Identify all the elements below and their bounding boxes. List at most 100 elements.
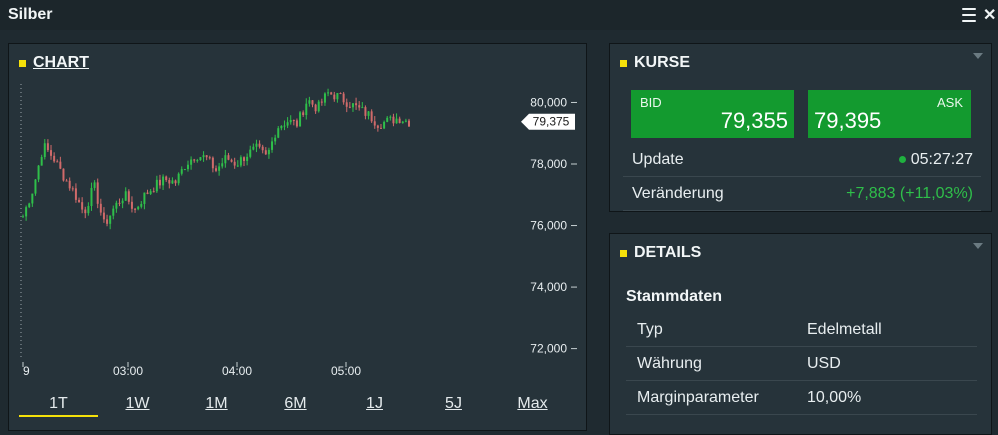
candle-body: [121, 200, 124, 204]
candle-body: [258, 143, 261, 147]
hamburger-menu-icon[interactable]: [962, 8, 976, 22]
candle-body: [348, 106, 351, 108]
candle-body: [233, 161, 236, 166]
timeframe-1m[interactable]: 1M: [205, 395, 228, 412]
candle-body: [383, 121, 386, 129]
x-tick-label: 04:00: [222, 364, 252, 378]
candle-body: [379, 127, 382, 129]
live-status-dot-icon: [898, 156, 906, 164]
stammdaten-heading: Stammdaten: [626, 288, 723, 305]
timeframe-1w[interactable]: 1W: [125, 395, 150, 412]
timeframe-5j[interactable]: 5J: [445, 395, 462, 412]
candle-body: [401, 121, 404, 123]
x-tick-label: 05:00: [331, 364, 361, 378]
candle-body: [252, 146, 255, 150]
candle-body: [171, 180, 174, 184]
candle-body: [137, 206, 140, 210]
candle-body: [78, 199, 81, 203]
candle-body: [398, 118, 401, 123]
candle-body: [224, 155, 227, 164]
candle-body: [227, 155, 230, 160]
current-price-tag: [521, 113, 575, 130]
detail-row-marginparameter: Marginparameter 10,00%: [626, 381, 977, 415]
candle-body: [102, 212, 105, 220]
candle-body: [308, 100, 311, 104]
collapse-caret-icon[interactable]: [973, 243, 983, 249]
candle-body: [336, 93, 339, 100]
candle-body: [345, 102, 348, 107]
candle-body: [211, 157, 214, 169]
candle-body: [239, 157, 242, 166]
kurse-heading-label: KURSE: [634, 54, 691, 71]
candle-body: [99, 203, 102, 213]
candle-body: [367, 111, 370, 116]
candle-body: [286, 122, 289, 126]
candle-body: [186, 164, 189, 170]
candle-body: [395, 118, 398, 124]
timeframe-max[interactable]: Max: [517, 395, 548, 412]
candle-body: [46, 143, 49, 151]
candle-body: [59, 161, 62, 169]
candle-body: [320, 101, 323, 103]
detail-key: Währung: [637, 355, 702, 372]
candle-body: [323, 93, 326, 103]
candle-body: [25, 207, 28, 217]
candle-body: [243, 157, 246, 161]
candle-body: [339, 93, 342, 95]
candle-body: [68, 180, 71, 189]
candle-body: [31, 193, 34, 204]
candle-body: [358, 105, 361, 108]
y-tick-label: 72,000: [530, 342, 567, 356]
timeframe-bar: 1T 1W 1M 6M 1J 5J Max: [19, 393, 574, 417]
candle-body: [127, 191, 130, 202]
candle-body: [408, 120, 410, 127]
window-titlebar: Silber ✕: [0, 0, 998, 30]
price-chart[interactable]: 80,000 78,000 76,000 74,000 72,000 9 03:00 04:0…: [9, 44, 586, 389]
candle-body: [283, 125, 286, 127]
candle-body: [109, 215, 112, 224]
candle-body: [81, 202, 84, 210]
candle-body: [302, 112, 305, 116]
candle-body: [112, 208, 115, 216]
candle-body: [249, 149, 252, 157]
candle-body: [261, 146, 264, 151]
candle-body: [177, 173, 180, 184]
candle-body: [28, 203, 31, 208]
candle-body: [311, 100, 314, 105]
candle-body: [386, 117, 389, 122]
candle-body: [146, 192, 149, 194]
kurse-panel: KURSE BID 79,355 ASK 79,395 Update 05:27…: [609, 43, 992, 212]
close-icon[interactable]: ✕: [983, 7, 997, 24]
update-time: 05:27:27: [898, 151, 973, 169]
timeframe-1t[interactable]: 1T: [19, 393, 98, 417]
chart-heading-link[interactable]: CHART: [33, 54, 89, 71]
ask-label: ASK: [936, 95, 963, 110]
heading-marker-icon: [620, 59, 627, 67]
candle-body: [361, 107, 364, 109]
candle-body: [65, 180, 68, 182]
candle-body: [71, 188, 74, 190]
candle-body: [404, 120, 407, 122]
candle-body: [280, 125, 283, 129]
timeframe-1j[interactable]: 1J: [366, 395, 383, 412]
candle-body: [152, 191, 155, 193]
candle-body: [330, 92, 333, 95]
candle-body: [196, 160, 199, 162]
ask-button[interactable]: ASK 79,395: [808, 90, 971, 138]
candle-body: [34, 179, 37, 194]
kurse-heading: KURSE: [620, 54, 690, 72]
bid-button[interactable]: BID 79,355: [631, 90, 794, 138]
detail-value: USD: [807, 355, 841, 372]
candle-body: [218, 166, 221, 171]
candle-body: [246, 156, 249, 161]
detail-key: Marginparameter: [637, 389, 759, 406]
heading-marker-icon: [620, 249, 627, 257]
candle-body: [351, 103, 354, 108]
candle-body: [53, 155, 56, 162]
candle-body: [62, 168, 65, 181]
candle-body: [289, 120, 292, 123]
timeframe-6m[interactable]: 6M: [284, 395, 307, 412]
candle-body: [74, 188, 77, 200]
candle-body: [305, 103, 308, 116]
collapse-caret-icon[interactable]: [973, 53, 983, 59]
